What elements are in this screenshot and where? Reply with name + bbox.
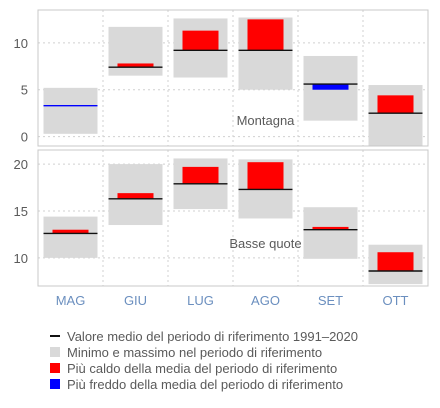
range-bar [43, 216, 98, 258]
y-tick-label: 20 [14, 157, 28, 172]
warmer-bar [312, 226, 349, 230]
range-swatch-icon [50, 347, 60, 357]
y-tick-label: 10 [14, 36, 28, 51]
warmer-bar [377, 95, 414, 114]
x-tick-label: SET [318, 293, 343, 308]
legend-item-mean: Valore medio del periodo di riferimento … [50, 328, 435, 344]
x-tick-label: LUG [187, 293, 214, 308]
legend-label-colder: Più freddo della media del periodo di ri… [67, 376, 344, 392]
colder-swatch-icon [50, 379, 60, 389]
legend-label-mean: Valore medio del periodo di riferimento … [67, 328, 359, 344]
legend: Valore medio del periodo di riferimento … [50, 328, 435, 392]
warmer-bar [182, 166, 219, 184]
warmer-bar [377, 252, 414, 271]
legend-item-range: Minimo e massimo nel periodo di riferime… [50, 344, 435, 360]
panel-frame [37, 149, 429, 287]
range-bar [368, 85, 423, 146]
y-tick-label: 0 [21, 130, 28, 145]
range-bar [43, 87, 98, 134]
y-tick-label: 10 [14, 251, 28, 266]
panel-frame [37, 9, 429, 147]
warmer-bar [247, 19, 284, 51]
y-tick-label: 5 [21, 83, 28, 98]
warmer-bar [182, 30, 219, 51]
x-tick-label: OTT [383, 293, 409, 308]
range-bar [303, 207, 358, 259]
basse-quote-label: Basse quote [229, 236, 301, 251]
x-axis: MAG GIU LUG AGO SET OTT [56, 293, 409, 308]
montagna-label: Montagna [237, 113, 296, 128]
legend-label-warmer: Più caldo della media del periodo di rif… [67, 360, 338, 376]
legend-item-colder: Più freddo della media del periodo di ri… [50, 376, 435, 392]
colder-bar [312, 84, 349, 90]
x-tick-label: MAG [56, 293, 86, 308]
panel-montagna: 0 5 10 Montagna [14, 9, 429, 147]
mean-line-swatch-icon [50, 335, 60, 337]
legend-item-warmer: Più caldo della media del periodo di rif… [50, 360, 435, 376]
warmer-bar [247, 162, 284, 190]
y-tick-label: 15 [14, 204, 28, 219]
warmer-bar [52, 229, 89, 234]
panel-basse-quote: 10 15 20 Basse quote [14, 149, 429, 287]
warmer-bar [117, 193, 154, 199]
x-tick-label: GIU [124, 293, 147, 308]
x-tick-label: AGO [251, 293, 280, 308]
warmer-bar [117, 63, 154, 68]
range-bar [108, 26, 163, 76]
warmer-swatch-icon [50, 363, 60, 373]
legend-label-range: Minimo e massimo nel periodo di riferime… [67, 344, 323, 360]
